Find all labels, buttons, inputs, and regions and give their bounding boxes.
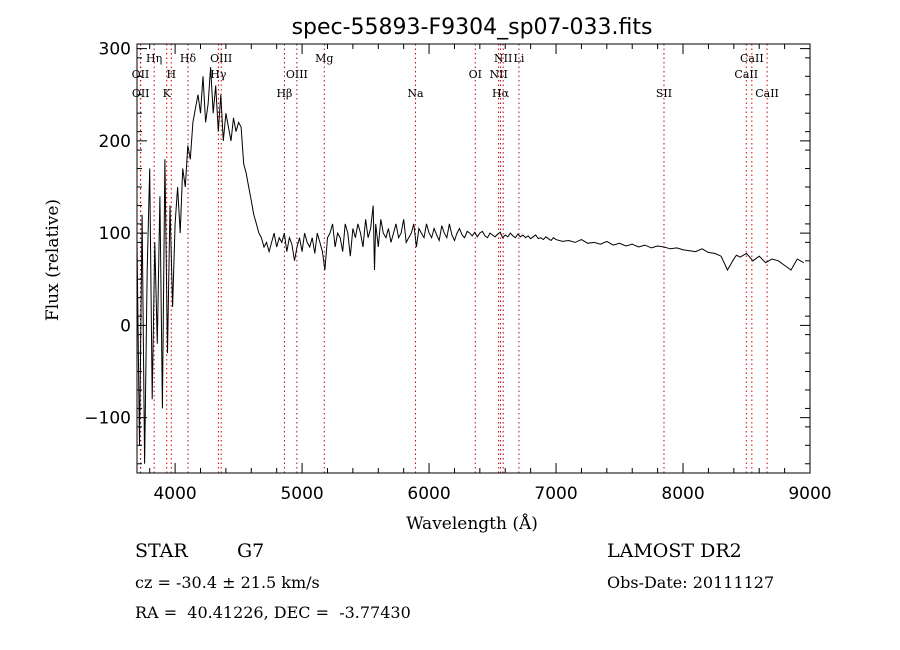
x-tick-label: 9000 <box>788 484 831 504</box>
y-axis-label: Flux (relative) <box>43 199 63 321</box>
line-marker-label: OII <box>132 68 150 81</box>
axis-ticks: 4000 5000 6000 7000 8000 9000 −100 0 100 200 300 <box>84 40 831 504</box>
line-marker-label: OIII <box>210 52 232 65</box>
chart-title: spec-55893-F9304_sp07-033.fits <box>292 15 653 40</box>
x-tick-label: 7000 <box>534 484 577 504</box>
plot-frame <box>136 43 811 474</box>
line-marker-label: K <box>163 87 172 100</box>
line-marker-label: OIII <box>286 68 308 81</box>
object-subclass: G7 <box>237 540 265 562</box>
spectral-line-markers <box>139 44 768 473</box>
line-marker-label: SII <box>656 87 672 100</box>
y-tick-label: 200 <box>99 132 131 152</box>
line-marker-label: Na <box>407 87 424 100</box>
coordinates: RA = 40.41226, DEC = -3.77430 <box>135 603 411 622</box>
line-marker-label: NII <box>489 68 507 81</box>
line-marker-label: OII <box>132 87 150 100</box>
line-marker-label: NII <box>494 52 512 65</box>
line-marker-label: Hβ <box>276 87 292 100</box>
line-marker-label: Hγ <box>210 68 227 81</box>
line-marker-label: CaII <box>755 87 779 100</box>
observation-date: Obs-Date: 20111127 <box>607 573 775 592</box>
x-tick-label: 4000 <box>153 484 196 504</box>
x-axis-label: Wavelength (Å) <box>406 513 538 534</box>
line-marker-label: Mg <box>315 52 333 65</box>
survey-name: LAMOST DR2 <box>607 540 742 562</box>
y-tick-label: 300 <box>99 40 131 60</box>
line-marker-label: Hα <box>492 87 510 100</box>
line-marker-label: OI <box>469 68 482 81</box>
line-marker-label: Hη <box>146 52 162 65</box>
x-tick-label: 8000 <box>661 484 704 504</box>
spectrum-series-line <box>136 67 804 464</box>
line-marker-label: CaII <box>734 68 758 81</box>
object-class: STAR <box>135 540 188 562</box>
x-tick-label: 6000 <box>407 484 450 504</box>
line-marker-label: CaII <box>740 52 764 65</box>
y-tick-label: 100 <box>99 224 131 244</box>
y-tick-label: 0 <box>120 316 131 336</box>
y-tick-label: −100 <box>84 409 131 429</box>
line-marker-label: Li <box>514 52 525 65</box>
redshift-velocity: cz = -30.4 ± 21.5 km/s <box>135 573 320 592</box>
x-tick-label: 5000 <box>280 484 323 504</box>
line-marker-label: H <box>166 68 176 81</box>
line-marker-label: Hδ <box>180 52 197 65</box>
